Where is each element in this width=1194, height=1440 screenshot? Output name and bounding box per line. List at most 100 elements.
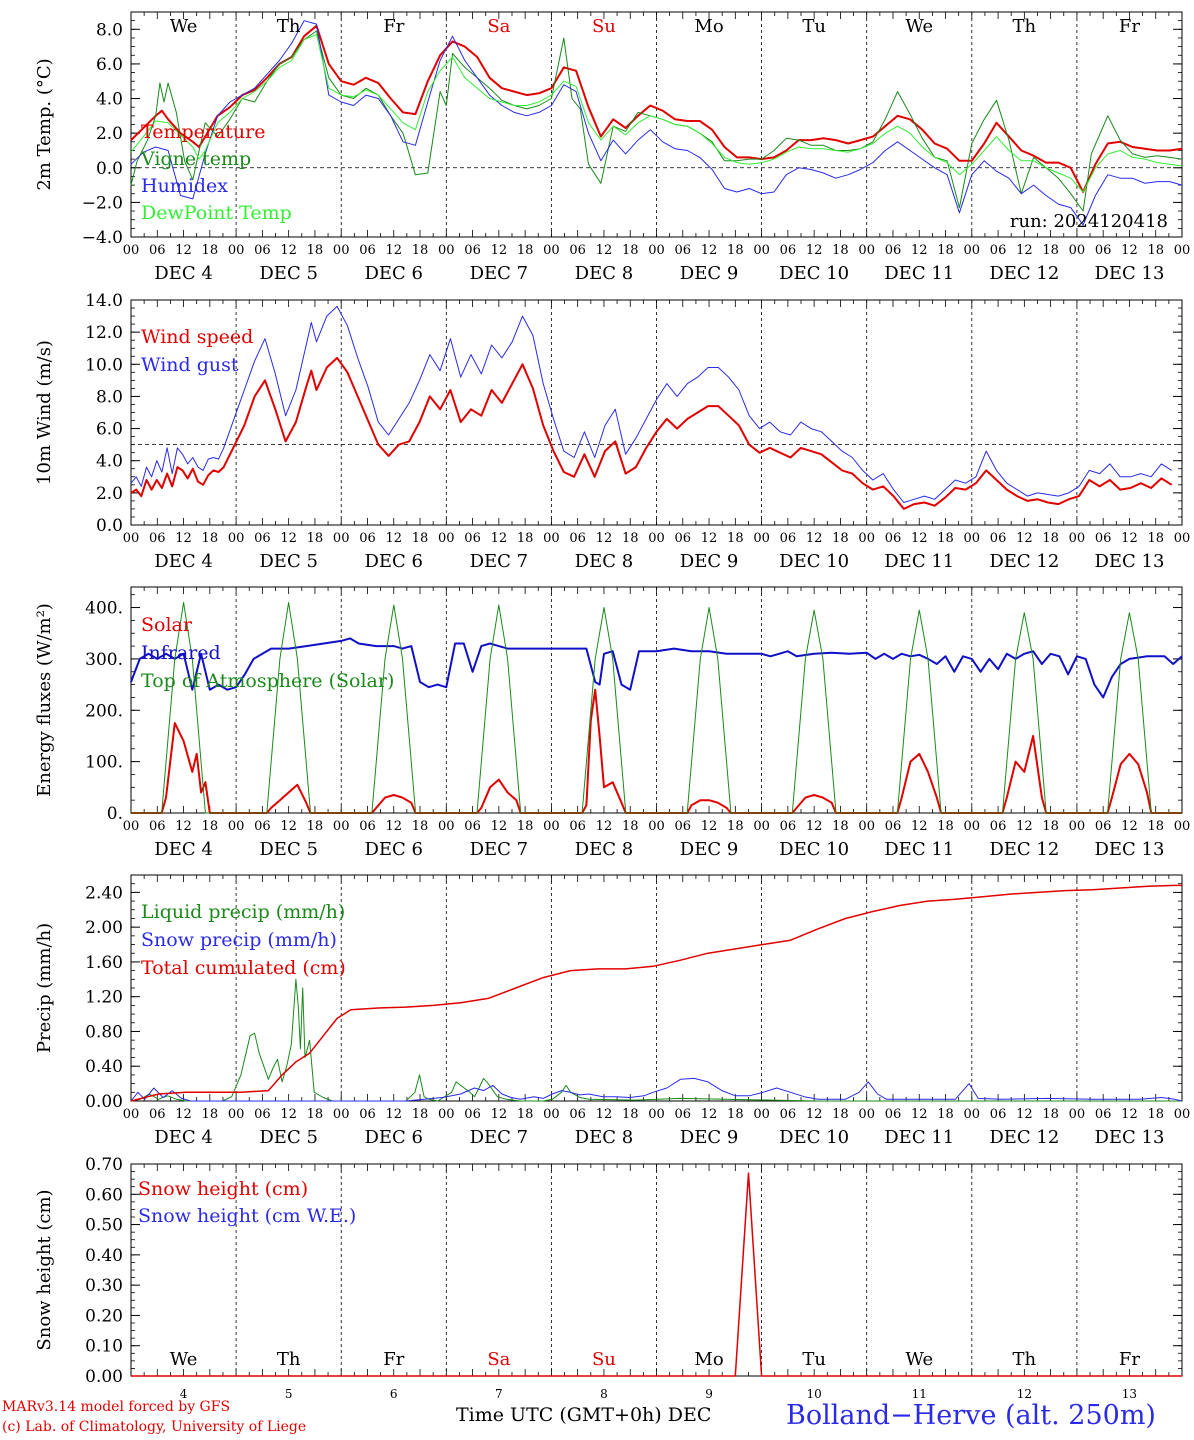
panel1-hour-tick-label: 12 <box>806 243 823 258</box>
panel2-hour-tick-label: 00 <box>543 531 560 546</box>
panel2-date-label: DEC 13 <box>1094 551 1164 572</box>
panel3-hour-tick-label: 18 <box>622 819 639 834</box>
panel1-hour-tick-label: 00 <box>333 243 350 258</box>
panel4-hour-tick-label: 06 <box>464 1107 481 1122</box>
panel4-series-line <box>130 978 1182 1102</box>
panel1-hour-tick-label: 18 <box>517 243 534 258</box>
panel2-legend-entry: Wind speed <box>141 326 253 348</box>
panel5-weekday-label: Fr <box>383 1349 404 1370</box>
panel4-hour-tick-label: 00 <box>858 1107 875 1122</box>
panel5-y-tick-label: 0.60 <box>85 1185 123 1205</box>
panel2-y-tick-label: 4.0 <box>96 452 123 472</box>
panel5-day-number: 5 <box>285 1387 293 1401</box>
panel5-day-number: 8 <box>600 1387 608 1401</box>
panel1-hour-tick-label: 00 <box>964 243 981 258</box>
panel3-hour-tick-label: 00 <box>438 819 455 834</box>
panel4-date-label: DEC 10 <box>779 1127 849 1148</box>
panel4-date-label: DEC 7 <box>470 1127 529 1148</box>
panel2-hour-tick-label: 18 <box>517 531 534 546</box>
panel3-hour-tick-label: 06 <box>990 819 1007 834</box>
panel2-hour-tick-label: 00 <box>438 531 455 546</box>
panel5-y-tick-label: 0.50 <box>85 1216 123 1236</box>
panel3-y-tick-label: 300. <box>85 650 123 670</box>
panel3-date-label: DEC 4 <box>154 839 213 860</box>
panel3-series-line <box>131 688 1182 814</box>
panel5-day-number: 7 <box>495 1387 503 1401</box>
panel1-hour-tick-label: 18 <box>1042 243 1059 258</box>
panel1-hour-tick-label: 18 <box>1147 243 1164 258</box>
panel1-hour-tick-label: 12 <box>1121 243 1138 258</box>
panel5-day-number: 13 <box>1122 1387 1137 1401</box>
panel3-hour-tick-label: 18 <box>1042 819 1059 834</box>
panel1-weekday-label: Fr <box>383 16 404 37</box>
panel2-date-label: DEC 6 <box>364 551 423 572</box>
lab-credit: (c) Lab. of Climatology, University of L… <box>2 1419 307 1435</box>
panel5-day-number: 10 <box>807 1387 822 1401</box>
panel4-hour-tick-label: 12 <box>1016 1107 1033 1122</box>
panel3-hour-tick-label: 00 <box>1174 819 1191 834</box>
panel2-hour-tick-label: 06 <box>359 531 376 546</box>
panel1-hour-tick-label: 06 <box>990 243 1007 258</box>
panel3-y-tick-label: 200. <box>85 701 123 721</box>
panel3-hour-tick-label: 12 <box>806 819 823 834</box>
panel1-hour-tick-label: 18 <box>727 243 744 258</box>
panel1-date-label: DEC 7 <box>470 263 529 284</box>
panel1-hour-tick-label: 06 <box>569 243 586 258</box>
panel4-hour-tick-label: 12 <box>806 1107 823 1122</box>
panel3-date-label: DEC 7 <box>470 839 529 860</box>
panel3-hour-tick-label: 18 <box>412 819 429 834</box>
panel4-hour-tick-label: 00 <box>964 1107 981 1122</box>
panel1-hour-tick-label: 18 <box>412 243 429 258</box>
panel1-hour-tick-label: 06 <box>254 243 271 258</box>
panel2-hour-tick-label: 18 <box>202 531 219 546</box>
panel1-legend-entry: Humidex <box>141 175 228 197</box>
panel1-date-label: DEC 12 <box>989 263 1059 284</box>
panel3-date-label: DEC 13 <box>1094 839 1164 860</box>
panel3-date-label: DEC 8 <box>575 839 634 860</box>
panel1-hour-tick-label: 00 <box>123 243 140 258</box>
panel1-weekday-label: Tu <box>802 16 826 37</box>
panel1-hour-tick-label: 00 <box>648 243 665 258</box>
panel1-hour-tick-label: 06 <box>359 243 376 258</box>
panel4-y-tick-label: 1.20 <box>85 988 123 1008</box>
panel2-hour-tick-label: 00 <box>964 531 981 546</box>
panel1-weekday-label: Th <box>1013 16 1037 37</box>
panel5-legend-entry: Snow height (cm W.E.) <box>138 1205 356 1227</box>
panel2-y-tick-label: 6.0 <box>96 420 123 440</box>
panel4-legend-entry: Liquid precip (mm/h) <box>141 901 345 923</box>
panel3-date-label: DEC 11 <box>884 839 954 860</box>
panel2-hour-tick-label: 06 <box>990 531 1007 546</box>
model-credit: MARv3.14 model forced by GFS <box>2 1399 231 1415</box>
panel2-hour-tick-label: 18 <box>937 531 954 546</box>
panel1-hour-tick-label: 18 <box>937 243 954 258</box>
panel1-weekday-label: Fr <box>1119 16 1140 37</box>
panel4-series-line <box>130 1077 1183 1102</box>
panel4-hour-tick-label: 12 <box>596 1107 613 1122</box>
panel1-hour-tick-label: 00 <box>1174 243 1191 258</box>
panel4-hour-tick-label: 06 <box>780 1107 797 1122</box>
panel5-weekday-label: Mo <box>694 1349 723 1370</box>
panel2-hour-tick-label: 12 <box>175 531 192 546</box>
panel1-hour-tick-label: 00 <box>858 243 875 258</box>
panel1-legend-entry: Vigne temp <box>140 148 251 170</box>
panel3-hour-tick-label: 00 <box>123 819 140 834</box>
panel2-date-label: DEC 5 <box>259 551 318 572</box>
panel2-date-label: DEC 4 <box>154 551 213 572</box>
panel1-hour-tick-label: 06 <box>780 243 797 258</box>
panel1-date-label: DEC 5 <box>259 263 318 284</box>
panel1-hour-tick-label: 06 <box>675 243 692 258</box>
panel3-hour-tick-label: 06 <box>1095 819 1112 834</box>
panel3-hour-tick-label: 00 <box>333 819 350 834</box>
panel1-hour-tick-label: 18 <box>202 243 219 258</box>
panel5-y-tick-label: 0.00 <box>85 1367 123 1387</box>
panel3-hour-tick-label: 18 <box>307 819 324 834</box>
panel3-hour-tick-label: 06 <box>149 819 166 834</box>
panel2-hour-tick-label: 12 <box>596 531 613 546</box>
panel2-hour-tick-label: 12 <box>1121 531 1138 546</box>
panel1-hour-tick-label: 18 <box>307 243 324 258</box>
panel5-day-number: 4 <box>180 1387 188 1401</box>
panel4-y-tick-label: 0.00 <box>85 1092 123 1112</box>
panel1-y-tick-label: −2.0 <box>82 193 123 213</box>
panel3-hour-tick-label: 00 <box>228 819 245 834</box>
panel2-hour-tick-label: 06 <box>885 531 902 546</box>
